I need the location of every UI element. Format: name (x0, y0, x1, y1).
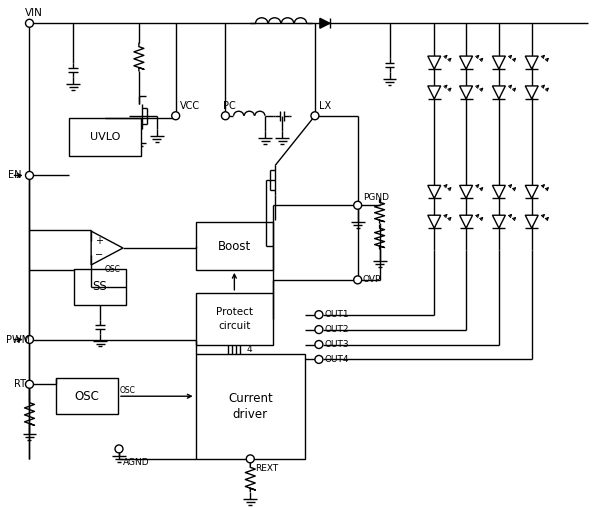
Text: OUT1: OUT1 (325, 310, 349, 319)
Text: PWM: PWM (5, 335, 30, 344)
Bar (196, 355, 305, 459)
Bar (196, 222, 273, 270)
Polygon shape (525, 215, 538, 228)
Text: OUT2: OUT2 (325, 325, 349, 334)
Text: PGND: PGND (362, 193, 389, 202)
Text: REXT: REXT (255, 464, 278, 473)
Circle shape (26, 172, 34, 179)
Circle shape (311, 112, 319, 120)
Circle shape (26, 380, 34, 388)
Text: +: + (95, 236, 103, 246)
Text: OVP: OVP (362, 275, 381, 284)
Circle shape (172, 112, 179, 120)
Circle shape (26, 336, 34, 343)
Text: VIN: VIN (25, 8, 43, 18)
Text: LX: LX (319, 101, 331, 111)
Circle shape (115, 445, 123, 453)
Text: PC: PC (223, 101, 236, 111)
Circle shape (221, 112, 229, 120)
Text: EN: EN (8, 170, 21, 180)
Text: Protect: Protect (216, 307, 253, 316)
Text: OUT3: OUT3 (325, 340, 349, 349)
Polygon shape (320, 18, 330, 28)
Circle shape (315, 356, 323, 363)
Circle shape (354, 276, 362, 284)
Polygon shape (493, 86, 505, 99)
Polygon shape (460, 215, 473, 228)
Text: UVLO: UVLO (90, 132, 120, 142)
Polygon shape (428, 215, 441, 228)
Circle shape (354, 201, 362, 209)
Bar (56, 378, 118, 414)
Circle shape (246, 455, 254, 463)
Polygon shape (460, 185, 473, 198)
Text: SS: SS (93, 280, 107, 293)
Bar (69, 118, 141, 155)
Polygon shape (428, 86, 441, 99)
Circle shape (315, 326, 323, 334)
Polygon shape (91, 231, 123, 265)
Polygon shape (428, 185, 441, 198)
Circle shape (26, 19, 34, 27)
Text: Current: Current (228, 392, 272, 405)
Polygon shape (525, 86, 538, 99)
Text: Boost: Boost (218, 240, 251, 252)
Text: RT: RT (14, 379, 26, 389)
Text: AGND: AGND (123, 458, 149, 467)
Text: 4: 4 (246, 345, 252, 354)
Text: VCC: VCC (179, 101, 200, 111)
Polygon shape (525, 185, 538, 198)
Polygon shape (493, 185, 505, 198)
Bar (74, 269, 126, 305)
Polygon shape (525, 56, 538, 69)
Polygon shape (460, 56, 473, 69)
Polygon shape (493, 56, 505, 69)
Circle shape (315, 311, 323, 319)
Text: OSC: OSC (75, 390, 100, 403)
Polygon shape (428, 56, 441, 69)
Text: −: − (95, 250, 103, 260)
Circle shape (315, 340, 323, 348)
Text: OSC: OSC (120, 386, 136, 395)
Polygon shape (493, 215, 505, 228)
Text: driver: driver (233, 408, 268, 421)
Text: OUT4: OUT4 (325, 355, 349, 364)
Bar (196, 293, 273, 344)
Polygon shape (460, 86, 473, 99)
Text: circuit: circuit (218, 321, 251, 331)
Text: OSC: OSC (105, 265, 121, 274)
